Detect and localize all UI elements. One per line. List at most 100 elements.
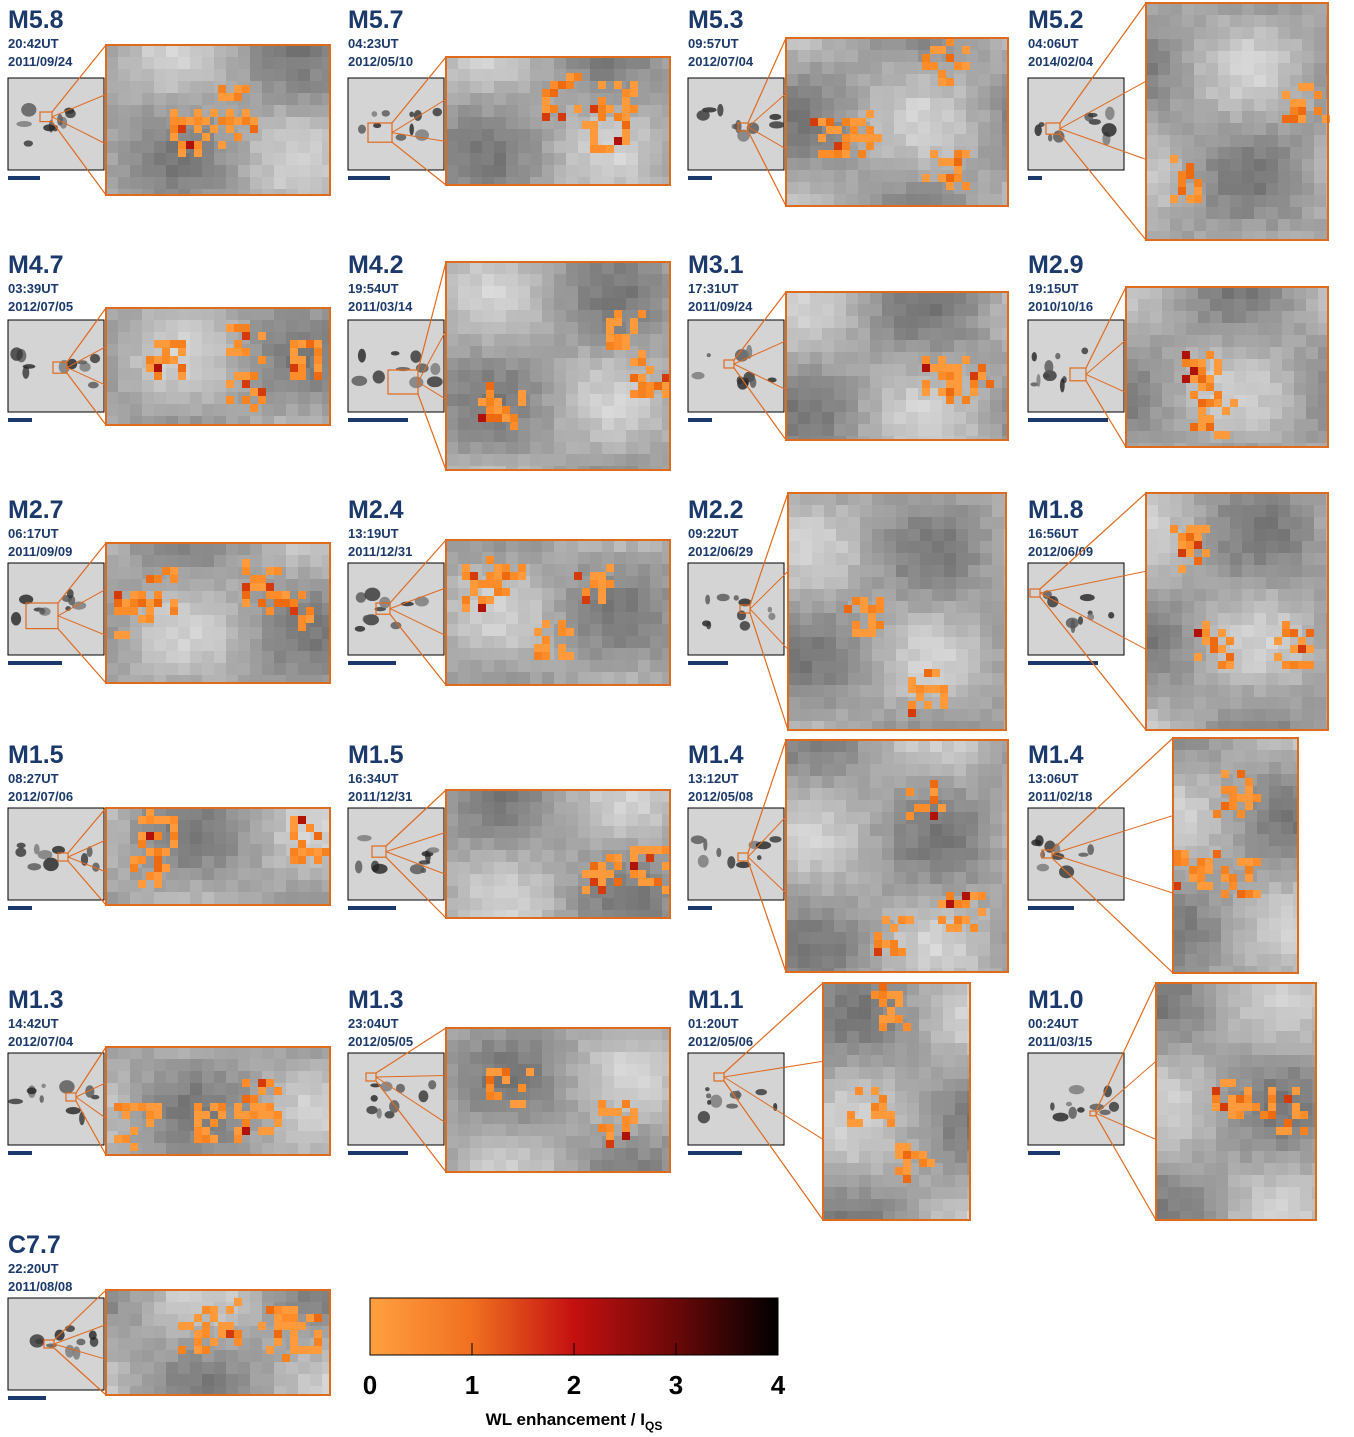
zoom-pixel: [214, 579, 226, 591]
zoom-pixel: [1170, 207, 1182, 219]
zoom-pixel: [1278, 147, 1290, 159]
zoom-pixel: [578, 790, 590, 802]
zoom-pixel: [446, 910, 458, 918]
zoom-pixel: [662, 177, 670, 185]
figure: WL enhancement / IQS M5.820:42UT2011/09/…: [0, 0, 1354, 1437]
enhancement-pixel: [178, 117, 186, 125]
zoom-pixel: [1314, 51, 1326, 63]
zoom-pixel: [1162, 419, 1174, 431]
zoom-pixel: [662, 117, 670, 129]
zoom-pixel: [786, 824, 798, 836]
zoom-pixel: [590, 826, 602, 838]
enhancement-pixel: [242, 599, 250, 607]
zoom-pixel: [1254, 231, 1266, 240]
zoom-pixel: [506, 826, 518, 838]
zoom-pixel: [518, 660, 530, 672]
zoom-pixel: [202, 808, 214, 820]
zoom-pixel: [1278, 15, 1290, 27]
zoom-pixel: [530, 850, 542, 862]
zoom-pixel: [786, 776, 798, 788]
zoom-pixel: [662, 274, 670, 286]
zoom-pixel: [202, 579, 214, 591]
zoom-pixel: [662, 141, 670, 153]
zoom-pixel: [154, 153, 166, 165]
zoom-pixel: [238, 892, 250, 904]
enhancement-pixel: [486, 572, 494, 580]
zoom-pixel: [142, 392, 154, 404]
zoom-pixel: [798, 872, 810, 884]
zoom-pixel: [458, 177, 470, 185]
enhancement-pixel: [1182, 375, 1190, 383]
zoom-pixel: [446, 814, 458, 826]
enhancement-pixel: [1194, 525, 1202, 533]
sunspot: [692, 372, 705, 379]
zoom-pixel: [1198, 335, 1210, 347]
zoom-pixel: [650, 105, 662, 117]
zoom-pixel: [884, 673, 896, 685]
zoom-pixel: [542, 540, 554, 552]
flare-date: 2012/06/29: [688, 544, 753, 559]
zoom-pixel: [1218, 207, 1230, 219]
zoom-pixel: [860, 517, 872, 529]
zoom-pixel: [1314, 505, 1326, 517]
zoom-pixel: [650, 262, 662, 274]
zoom-pixel: [614, 576, 626, 588]
zoom-pixel: [870, 908, 882, 920]
enhancement-pixel: [250, 372, 258, 380]
zoom-pixel: [322, 856, 330, 868]
zoom-pixel: [322, 579, 330, 591]
zoom-pixel: [980, 649, 992, 661]
enhancement-pixel: [1206, 415, 1214, 423]
zoom-pixel: [262, 344, 274, 356]
zoom-pixel: [650, 862, 662, 874]
zoom-pixel: [906, 388, 918, 400]
zoom-pixel: [238, 675, 250, 683]
enhancement-pixel: [954, 388, 962, 396]
zoom-pixel: [1206, 709, 1218, 721]
zoom-pixel: [810, 424, 822, 436]
zoom-pixel: [1246, 407, 1258, 419]
zoom-pixel: [930, 860, 942, 872]
zoom-pixel: [930, 872, 942, 884]
scale-bar: [8, 176, 40, 180]
enhancement-pixel: [922, 356, 930, 364]
zoom-pixel: [1218, 589, 1230, 601]
zoom-pixel: [1218, 159, 1230, 171]
zoom-pixel: [554, 540, 566, 552]
zoom-pixel: [1162, 287, 1174, 299]
zoom-pixel: [956, 649, 968, 661]
zoom-pixel: [992, 649, 1004, 661]
enhancement-pixel: [962, 356, 970, 364]
zoom-pixel: [286, 141, 298, 153]
zoom-pixel: [542, 406, 554, 418]
zoom-pixel: [1294, 431, 1306, 443]
enhancement-pixel: [1186, 549, 1194, 557]
zoom-pixel: [554, 672, 566, 684]
zoom-pixel: [226, 543, 238, 555]
zoom-pixel: [178, 856, 190, 868]
zoom-pixel: [1170, 673, 1182, 685]
zoom-pixel: [810, 764, 822, 776]
zoom-pixel: [274, 69, 286, 81]
zoom-pixel: [626, 552, 638, 564]
sunspot: [23, 364, 36, 369]
enhancement-pixel: [834, 150, 842, 158]
enhancement-pixel: [486, 580, 494, 588]
zoom-pixel: [626, 910, 638, 918]
zoom-pixel: [590, 165, 602, 177]
zoom-pixel: [602, 838, 614, 850]
zoom-pixel: [810, 304, 822, 316]
zoom-pixel: [1242, 195, 1254, 207]
zoom-pixel: [942, 412, 954, 424]
zoom-pixel: [908, 601, 920, 613]
zoom-pixel: [446, 862, 458, 874]
zoom-pixel: [446, 141, 458, 153]
zoom-pixel: [882, 424, 894, 436]
zoom-pixel: [870, 860, 882, 872]
zoom-pixel: [530, 93, 542, 105]
zoom-pixel: [482, 898, 494, 910]
zoom-pixel: [142, 344, 154, 356]
enhancement-pixel: [298, 372, 306, 380]
zoom-pixel: [1170, 99, 1182, 111]
zoom-pixel: [506, 838, 518, 850]
